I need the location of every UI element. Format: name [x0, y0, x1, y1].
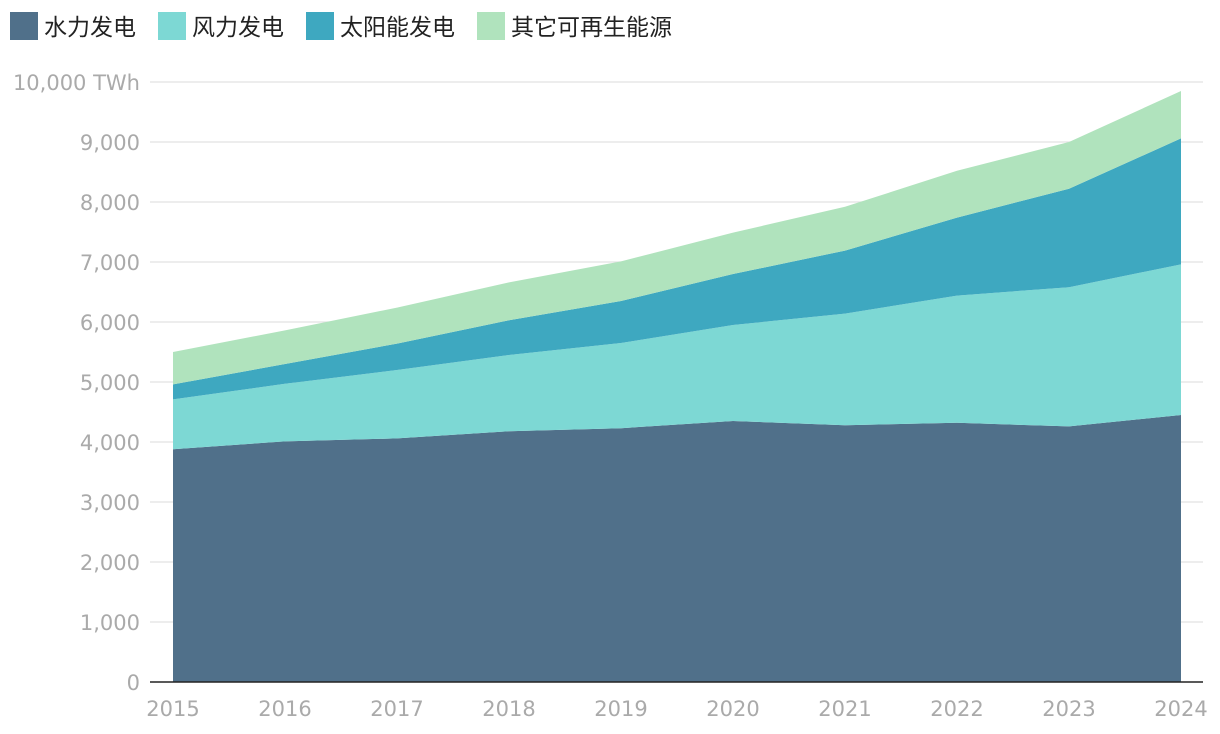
- y-tick-label: 1,000: [80, 611, 140, 635]
- y-tick-label: 0: [127, 671, 140, 695]
- legend-label: 风力发电: [192, 15, 284, 41]
- legend-label: 太阳能发电: [340, 15, 455, 41]
- y-tick-label: 6,000: [80, 311, 140, 335]
- area-0: [173, 415, 1181, 682]
- y-tick-label: 10,000 TWh: [13, 71, 140, 95]
- x-tick-label: 2018: [482, 697, 535, 721]
- y-axis-ticks: 0 1,000 2,000 3,000 4,000 5,000 6,000 7,000 8,00…: [13, 71, 140, 695]
- x-tick-label: 2019: [594, 697, 647, 721]
- y-tick-label: 2,000: [80, 551, 140, 575]
- y-tick-label: 7,000: [80, 251, 140, 275]
- y-tick-label: 3,000: [80, 491, 140, 515]
- area-2: [173, 138, 1181, 400]
- y-tick-label: 4,000: [80, 431, 140, 455]
- x-tick-label: 2016: [258, 697, 311, 721]
- y-tick-label: 5,000: [80, 371, 140, 395]
- legend-label: 水力发电: [44, 15, 136, 41]
- x-tick-label: 2024: [1154, 697, 1207, 721]
- y-tick-label: 8,000: [80, 191, 140, 215]
- x-tick-label: 2022: [930, 697, 983, 721]
- x-tick-label: 2021: [818, 697, 871, 721]
- y-tick-label: 9,000: [80, 131, 140, 155]
- legend-swatch: [158, 12, 186, 40]
- area-series: [173, 91, 1181, 682]
- legend-swatch: [10, 12, 38, 40]
- legend-label: 其它可再生能源: [511, 15, 672, 41]
- x-tick-label: 2015: [146, 697, 199, 721]
- area-1: [173, 264, 1181, 450]
- x-tick-label: 2020: [706, 697, 759, 721]
- x-axis-ticks: 2015 2016 2017 2018 2019 2020 2021 2022 2023 2024: [146, 697, 1207, 721]
- area-3: [173, 91, 1181, 385]
- legend-swatch: [477, 12, 505, 40]
- x-tick-label: 2017: [370, 697, 423, 721]
- x-tick-label: 2023: [1042, 697, 1095, 721]
- legend-swatch: [306, 12, 334, 40]
- legend: 水力发电 风力发电 太阳能发电 其它可再生能源: [10, 12, 672, 41]
